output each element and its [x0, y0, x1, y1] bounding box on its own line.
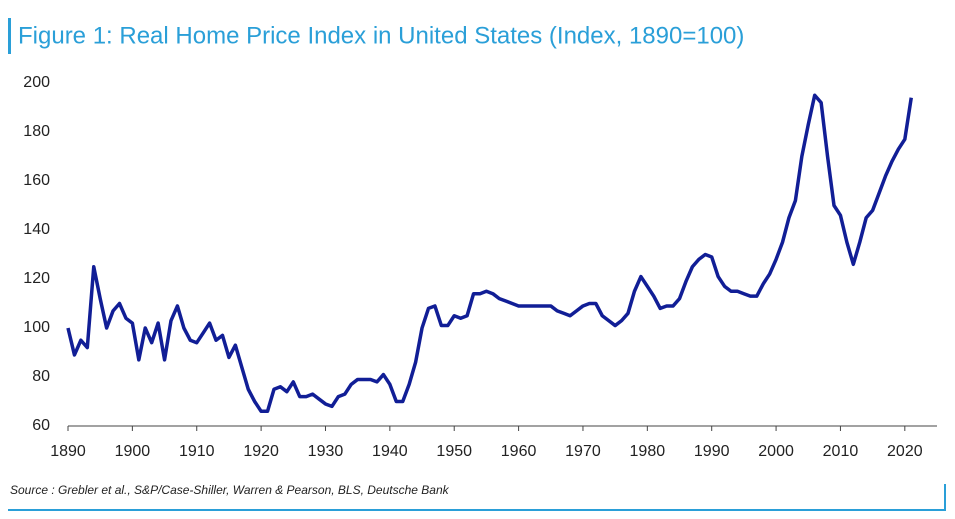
x-tick-label: 1990: [694, 443, 730, 460]
y-tick-label: 180: [23, 123, 50, 140]
data-line: [66, 93, 913, 414]
source-note: Source : Grebler et al., S&P/Case-Shille…: [10, 483, 450, 497]
y-tick-label: 100: [23, 319, 50, 336]
x-tick-label: 1950: [436, 443, 472, 460]
x-tick-label: 1900: [115, 443, 151, 460]
y-tick-label: 80: [32, 368, 50, 385]
x-tick-label: 1980: [630, 443, 666, 460]
x-tick-label: 1920: [243, 443, 279, 460]
y-tick-label: 160: [23, 172, 50, 189]
x-tick-label: 1960: [501, 443, 537, 460]
x-tick-label: 1910: [179, 443, 215, 460]
y-tick-label: 60: [32, 417, 50, 434]
chart-title: Figure 1: Real Home Price Index in Unite…: [18, 22, 744, 49]
title-bar: [8, 18, 11, 54]
y-tick-label: 200: [23, 74, 50, 91]
x-tick-label: 2000: [758, 443, 794, 460]
x-tick-label: 2020: [887, 443, 923, 460]
x-tick-label: 1940: [372, 443, 408, 460]
x-tick-label: 1970: [565, 443, 601, 460]
y-tick-label: 120: [23, 270, 50, 287]
y-tick-label: 140: [23, 221, 50, 238]
x-tick-label: 1890: [50, 443, 86, 460]
x-tick-label: 1930: [308, 443, 344, 460]
x-tick-label: 2010: [823, 443, 859, 460]
